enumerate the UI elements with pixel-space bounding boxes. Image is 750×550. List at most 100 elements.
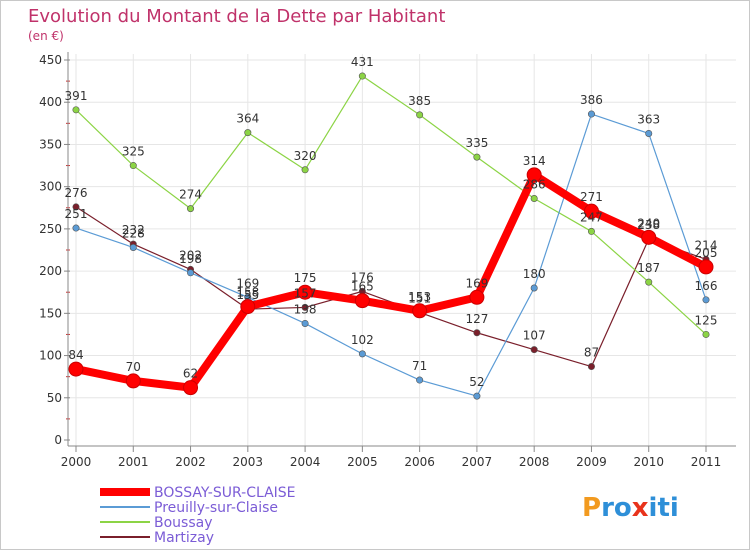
data-label-3: 238 — [637, 218, 660, 232]
data-point-2 — [416, 111, 424, 119]
series-line-2 — [75, 75, 707, 336]
y-tick-label: 50 — [47, 391, 62, 405]
y-tick-label: 100 — [39, 349, 62, 363]
series-thin — [72, 72, 710, 400]
data-labels: 276 232 202 155 157 176 151 127 107 87 238 214 391 32… — [65, 55, 718, 389]
data-point-0 — [698, 259, 714, 275]
data-label-2: 431 — [351, 55, 374, 69]
data-label-1: 169 — [236, 276, 259, 290]
data-point-0 — [183, 380, 199, 396]
data-point-1 — [129, 243, 137, 251]
data-point-0 — [469, 289, 485, 305]
data-label-3: 127 — [465, 312, 488, 326]
data-label-1: 228 — [122, 226, 145, 240]
data-label-3: 87 — [584, 346, 599, 360]
data-label-1: 251 — [65, 207, 88, 221]
data-point-0 — [68, 361, 84, 377]
data-label-1: 363 — [637, 112, 660, 126]
data-point-2 — [587, 227, 595, 235]
data-label-2: 247 — [580, 210, 603, 224]
x-tick-label: 2004 — [290, 455, 321, 469]
data-point-1 — [358, 350, 366, 358]
data-label-2: 274 — [179, 188, 202, 202]
data-label-0: 153 — [408, 290, 431, 304]
x-tick-label: 2007 — [462, 455, 493, 469]
data-point-2 — [702, 330, 710, 338]
data-label-1: 198 — [179, 252, 202, 266]
data-point-3 — [72, 203, 80, 211]
data-label-0: 240 — [637, 216, 660, 230]
data-point-1 — [645, 129, 653, 137]
data-label-2: 335 — [465, 136, 488, 150]
data-label-2: 325 — [122, 145, 145, 159]
data-point-1 — [587, 110, 595, 118]
data-label-1: 102 — [351, 333, 374, 347]
grid-lines — [66, 54, 736, 446]
data-label-3: 202 — [179, 248, 202, 262]
x-tick-label: 2006 — [404, 455, 435, 469]
legend-label-3: Martizay — [154, 530, 214, 546]
data-point-0 — [526, 167, 542, 183]
data-label-0: 205 — [695, 246, 718, 260]
legend-label-0: BOSSAY-SUR-CLAISE — [154, 485, 296, 501]
data-point-3 — [473, 329, 481, 337]
y-tick-label: 400 — [39, 95, 62, 109]
logo-letter: t — [657, 493, 669, 523]
data-label-3: 155 — [236, 288, 259, 302]
data-point-0 — [240, 299, 256, 315]
y-tick-label: 300 — [39, 180, 62, 194]
data-label-0: 70 — [126, 360, 141, 374]
series-line-3 — [75, 206, 707, 368]
data-point-2 — [72, 106, 80, 114]
data-point-1 — [416, 376, 424, 384]
logo-letter: i — [649, 493, 658, 523]
x-tick-label: 2008 — [519, 455, 550, 469]
data-point-3 — [530, 346, 538, 354]
data-point-2 — [129, 162, 137, 170]
data-label-3: 276 — [65, 186, 88, 200]
data-point-1 — [301, 319, 309, 327]
data-point-1 — [702, 296, 710, 304]
y-tick-label: 0 — [54, 433, 62, 447]
y-tick-label: 450 — [39, 53, 62, 67]
x-tick-label: 2011 — [691, 455, 722, 469]
logo-letter: i — [670, 493, 679, 523]
data-label-0: 62 — [183, 367, 198, 381]
data-label-3: 107 — [523, 329, 546, 343]
data-label-3: 232 — [122, 223, 145, 237]
data-label-0: 169 — [465, 276, 488, 290]
legend: BOSSAY-SUR-CLAISEPreuilly-sur-ClaiseBous… — [100, 485, 296, 546]
x-tick-label: 2003 — [233, 455, 264, 469]
data-point-2 — [187, 205, 195, 213]
data-point-0 — [297, 284, 313, 300]
data-point-1 — [473, 392, 481, 400]
data-point-1 — [530, 284, 538, 292]
logo-text: Proxiti — [582, 493, 679, 523]
data-label-1: 180 — [523, 267, 546, 281]
data-label-2: 364 — [236, 112, 259, 126]
legend-label-2: Boussay — [154, 515, 213, 531]
x-tick-label: 2000 — [61, 455, 92, 469]
data-label-0: 165 — [351, 280, 374, 294]
data-label-1: 71 — [412, 359, 427, 373]
data-label-0: 175 — [294, 271, 317, 285]
data-label-1: 166 — [695, 279, 718, 293]
y-tick-label: 150 — [39, 306, 62, 320]
x-tick-label: 2001 — [118, 455, 149, 469]
data-point-2 — [244, 129, 252, 137]
data-point-1 — [187, 269, 195, 277]
data-point-2 — [358, 72, 366, 80]
data-point-2 — [530, 194, 538, 202]
data-label-3: 151 — [408, 291, 431, 305]
data-label-0: 314 — [523, 154, 546, 168]
series-main — [68, 167, 714, 396]
data-point-0 — [125, 373, 141, 389]
logo-letter: P — [582, 493, 601, 523]
axes: 0 50 100 150 200 250 300 350 400 450 2000 2001 2002 2… — [39, 52, 736, 469]
data-point-0 — [641, 229, 657, 245]
series-line-0 — [72, 170, 710, 392]
chart-title: Evolution du Montant de la Dette par Hab… — [28, 6, 445, 27]
y-tick-label: 200 — [39, 264, 62, 278]
data-point-2 — [473, 153, 481, 161]
